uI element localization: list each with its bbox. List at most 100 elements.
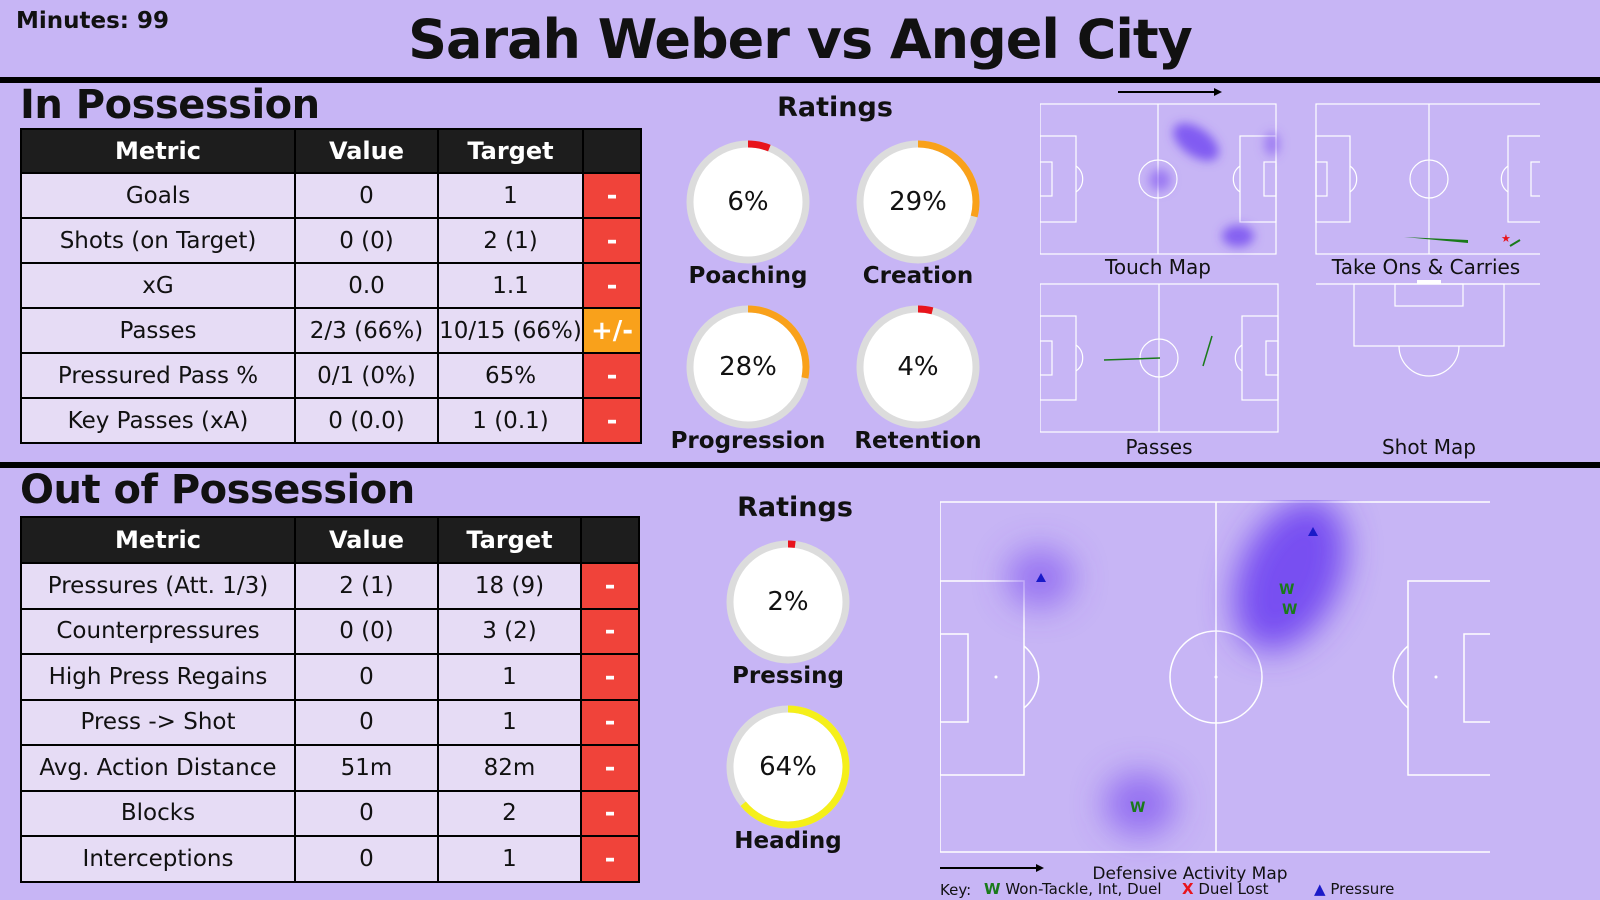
status-cell: - [580, 744, 640, 792]
rating-label: Heading [734, 828, 842, 854]
value-cell: 0 [294, 172, 439, 219]
status-cell: - [582, 352, 642, 399]
carry-line [1509, 239, 1521, 247]
target-cell: 1 [437, 172, 584, 219]
table-row: Goals 0 1- [20, 172, 642, 219]
metric-cell: Avg. Action Distance [20, 744, 296, 792]
column-header-target: Target [437, 128, 584, 174]
defensive-map-key: Key: [940, 881, 971, 899]
value-cell: 0 [294, 653, 439, 701]
minutes-played: Minutes: 99 [16, 8, 170, 34]
status-cell: - [582, 397, 642, 444]
value-cell: 2/3 (66%) [294, 307, 439, 354]
target-cell: 1 (0.1) [437, 397, 584, 444]
status-cell: - [582, 262, 642, 309]
target-cell: 1 [437, 698, 582, 746]
table-row: Pressures (Att. 1/3) 2 (1) 18 (9) - [20, 562, 640, 610]
lost-marker: X [1182, 880, 1194, 898]
target-cell: 10/15 (66%) [437, 307, 584, 354]
pass-line [1103, 357, 1161, 361]
key-lost: X Duel Lost [1182, 880, 1269, 898]
attack-direction-arrow [1118, 88, 1222, 96]
status-cell: - [580, 698, 640, 746]
table-row: Press -> Shot 0 1- [20, 698, 640, 746]
rating-label: Retention [854, 428, 982, 454]
table-row: Shots (on Target) 0 (0) 2 (1) - [20, 217, 642, 264]
pass-line [1202, 335, 1213, 367]
key-lost-label: Duel Lost [1198, 880, 1269, 898]
metric-cell: Passes [20, 307, 296, 354]
value-cell: 0 [294, 698, 439, 746]
target-cell: 3 (2) [437, 607, 582, 655]
value-cell: 0 (0.0) [294, 397, 439, 444]
table-row: High Press Regains 0 1- [20, 653, 640, 701]
rating-gauge: 28% [683, 302, 813, 432]
table-row: Counterpressures 0 (0) 3 (2) - [20, 607, 640, 655]
target-cell: 2 (1) [437, 217, 584, 264]
touch-map-label: Touch Map [1105, 255, 1211, 279]
metric-cell: xG [20, 262, 296, 309]
value-cell: 0 (0) [294, 217, 439, 264]
target-cell: 2 [437, 789, 582, 837]
rating-label: Poaching [688, 263, 808, 289]
carry-line [1404, 237, 1468, 243]
key-pressure-label: Pressure [1330, 880, 1395, 898]
gauge-fill [726, 705, 850, 829]
in-possession-title: In Possession [20, 82, 320, 128]
rating-gauge: 64% [723, 702, 853, 832]
key-won-label: Won-Tackle, Int, Duel [1005, 880, 1162, 898]
table-row: Blocks 0 2- [20, 789, 640, 837]
status-cell: - [582, 217, 642, 264]
passes-map [1040, 283, 1279, 433]
table-row: Passes 2/3 (66%) 10/15 (66%) +/- [20, 307, 642, 354]
gauge-fill [856, 140, 980, 264]
target-cell: 65% [437, 352, 584, 399]
rating-value: 6% [727, 187, 769, 217]
metric-cell: Pressured Pass % [20, 352, 296, 399]
rating-value: 4% [897, 352, 939, 382]
shot-map-label: Shot Map [1381, 435, 1476, 459]
rating-gauge: 4% [853, 302, 983, 432]
rating-value: 29% [889, 187, 947, 217]
metric-cell: Counterpressures [20, 607, 296, 655]
value-cell: 51m [294, 744, 439, 792]
metric-cell: Key Passes (xA) [20, 397, 296, 444]
ratings-title: Ratings [777, 92, 893, 123]
gauge-fill [686, 305, 810, 429]
target-cell: 1 [437, 653, 582, 701]
column-header-metric: Metric [20, 128, 296, 174]
metric-cell: Blocks [20, 789, 296, 837]
target-cell: 1 [437, 835, 582, 883]
take-ons-map: ★ [1315, 103, 1540, 255]
column-header-status [580, 516, 640, 564]
status-cell: - [580, 562, 640, 610]
in-possession-maps: ★ [1040, 88, 1540, 433]
key-label: Key: [940, 881, 972, 899]
take-on-star-icon: ★ [1501, 232, 1511, 245]
ratings-title: Ratings [737, 492, 853, 523]
table-row: xG 0.0 1.1- [20, 262, 642, 309]
rating-label: Pressing [732, 663, 844, 689]
in-possession-table: Metric Value Target Goals 0 1- Shots (on Ta… [20, 128, 642, 444]
gauge-fill [856, 305, 980, 429]
won-marker: W [1130, 800, 1145, 816]
passes-map-label: Passes [1125, 435, 1193, 459]
rating-label: Creation [862, 263, 974, 289]
status-cell: +/- [582, 307, 642, 354]
touch-heat [1149, 123, 1280, 247]
column-header-value: Value [294, 516, 439, 564]
column-header-target: Target [437, 516, 582, 564]
rating-value: 2% [767, 587, 809, 617]
value-cell: 0 (0) [294, 607, 439, 655]
pressure-triangle-icon [1036, 573, 1046, 582]
defensive-map-title: Defensive Activity Map [1092, 864, 1288, 884]
status-cell: - [580, 835, 640, 883]
out-of-possession-title: Out of Possession [20, 467, 415, 513]
metric-cell: Goals [20, 172, 296, 219]
defensive-pitch [940, 501, 1490, 853]
pressure-triangle-icon: ▲ [1314, 880, 1326, 898]
table-row: Interceptions 0 1- [20, 835, 640, 883]
key-pressure: ▲ Pressure [1314, 880, 1394, 898]
won-marker: W [1279, 582, 1294, 598]
touch-map [1040, 103, 1280, 255]
